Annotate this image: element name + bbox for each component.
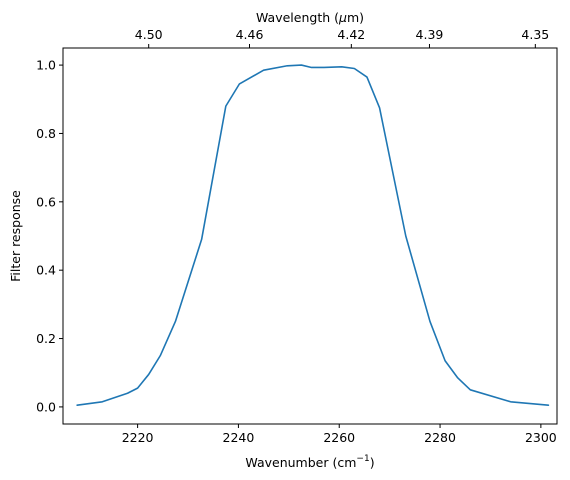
x-tick-label: 2220 (122, 430, 154, 445)
top-x-axis: 4.50 4.46 4.42 4.39 4.35 (135, 27, 549, 48)
top-tick-label: 4.35 (521, 27, 549, 42)
y-axis: 0.0 0.2 0.4 0.6 0.8 1.0 (36, 58, 63, 414)
y-tick-label: 1.0 (36, 58, 56, 73)
x-axis-label: Wavenumber (cm−1) (245, 454, 374, 470)
y-tick-label: 0.0 (36, 399, 56, 414)
bottom-x-axis: 2220 2240 2260 2280 2300 (122, 424, 557, 445)
x-axis-label-exponent: −1 (356, 454, 369, 464)
y-tick-label: 0.4 (36, 263, 56, 278)
series-layer (76, 64, 550, 407)
top-tick-label: 4.39 (416, 27, 444, 42)
top-axis-label-mu: μ (338, 10, 347, 25)
top-tick-label: 4.50 (135, 27, 163, 42)
x-tick-label: 2240 (223, 430, 255, 445)
top-tick-label: 4.46 (236, 27, 264, 42)
x-axis-label-text: Wavenumber (245, 455, 329, 470)
filter-response-line (76, 64, 550, 407)
top-tick-label: 4.42 (337, 27, 365, 42)
x-tick-label: 2300 (525, 430, 557, 445)
top-axis-label: Wavelength (μm) (256, 10, 364, 25)
x-axis-label-unit: (cm (332, 455, 356, 470)
top-axis-label-text: Wavelength ( (256, 10, 339, 25)
x-tick-label: 2260 (323, 430, 355, 445)
y-axis-label: Filter response (8, 190, 23, 282)
x-tick-label: 2280 (424, 430, 456, 445)
top-axis-label-unit: m) (347, 10, 364, 25)
y-tick-label: 0.6 (36, 194, 56, 209)
plot-frame (62, 47, 558, 425)
y-tick-label: 0.2 (36, 331, 56, 346)
x-axis-label-close: ) (370, 455, 375, 470)
y-tick-label: 0.8 (36, 126, 56, 141)
